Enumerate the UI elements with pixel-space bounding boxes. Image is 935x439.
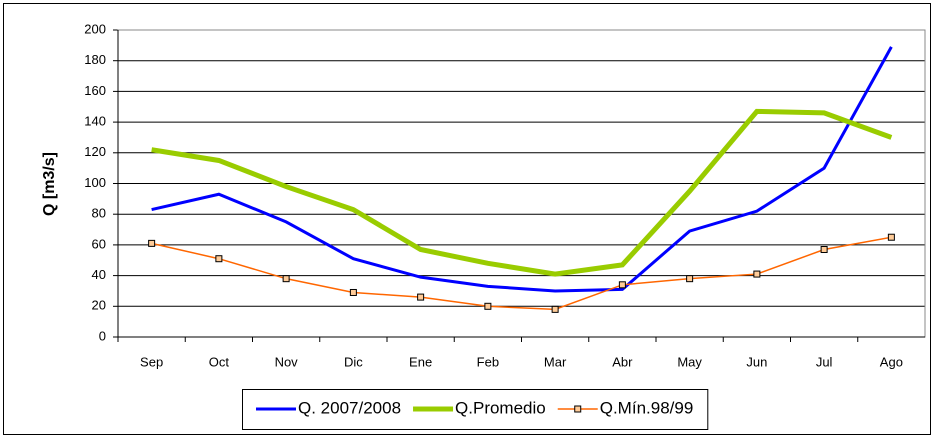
y-tick-label: 0	[99, 328, 106, 343]
y-tick-label: 200	[84, 21, 106, 36]
legend-label: Q. 2007/2008	[298, 398, 401, 417]
y-tick-label: 180	[84, 52, 106, 67]
data-point	[484, 302, 492, 310]
data-point	[282, 275, 290, 283]
y-tick-label: 60	[92, 236, 106, 251]
x-tick-label: Feb	[477, 354, 499, 369]
data-point	[417, 293, 425, 301]
data-point	[820, 246, 828, 254]
x-tick-label: May	[677, 354, 702, 369]
x-tick-label: Sep	[140, 354, 163, 369]
x-tick-label: Ene	[409, 354, 432, 369]
data-point	[551, 305, 559, 313]
data-point	[215, 255, 223, 263]
series-line	[151, 46, 893, 293]
y-tick-label: 160	[84, 83, 106, 98]
data-point	[148, 239, 156, 247]
legend-marker	[574, 405, 582, 413]
x-tick-label: Oct	[209, 354, 230, 369]
x-tick-label: Ago	[880, 354, 903, 369]
x-tick-label: Jun	[746, 354, 767, 369]
y-axis-label: Q [m3/s]	[41, 152, 58, 216]
series-line	[151, 108, 893, 277]
y-tick-label: 20	[92, 298, 106, 313]
data-point	[618, 281, 626, 289]
y-tick-label: 80	[92, 206, 106, 221]
x-tick-label: Mar	[544, 354, 567, 369]
legend-label: Q.Mín.98/99	[600, 398, 694, 417]
legend: Q. 2007/2008 Q.Promedio Q.Mín.98/99	[242, 389, 709, 430]
x-tick-label: Jul	[816, 354, 833, 369]
x-tick-label: Abr	[612, 354, 633, 369]
y-tick-label: 140	[84, 114, 106, 129]
y-tick-label: 40	[92, 267, 106, 282]
data-point	[753, 270, 761, 278]
x-tick-label: Nov	[275, 354, 299, 369]
chart-border	[3, 3, 931, 435]
legend-box	[242, 389, 709, 430]
y-tick-label: 100	[84, 175, 106, 190]
x-tick-label: Dic	[344, 354, 363, 369]
series-line	[151, 236, 892, 311]
data-point	[686, 275, 694, 283]
legend-label: Q.Promedio	[455, 398, 546, 417]
data-point	[887, 233, 895, 241]
y-tick-label: 120	[84, 144, 106, 159]
data-point	[349, 288, 357, 296]
